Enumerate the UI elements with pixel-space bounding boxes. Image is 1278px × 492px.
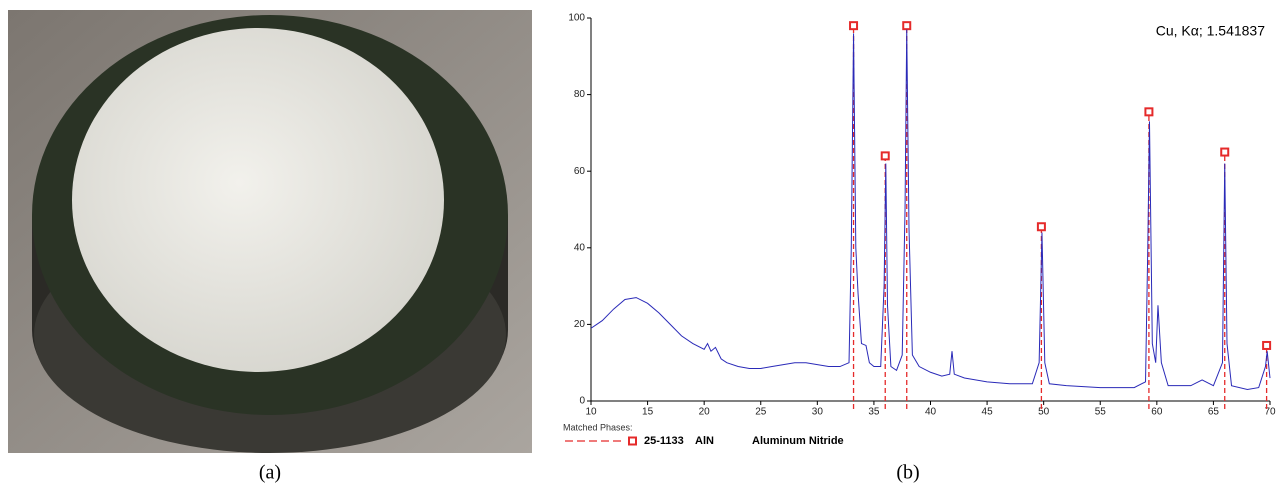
x-tick-label: 20 <box>699 407 711 418</box>
x-tick-label: 35 <box>868 407 880 418</box>
y-tick-label: 100 <box>568 13 585 24</box>
plot: 0 20 40 60 80 100 10 15 20 25 30 35 40 45 50 55 60 65 70 25… <box>565 13 1276 447</box>
reference-marker <box>880 151 890 161</box>
x-tick-label: 65 <box>1208 407 1220 418</box>
x-tick-label: 55 <box>1095 407 1107 418</box>
reference-marker <box>1262 340 1272 350</box>
x-tick-label: 15 <box>642 407 654 418</box>
x-tick-label: 30 <box>812 407 824 418</box>
y-tick-label: 60 <box>574 166 586 177</box>
x-tick-label: 60 <box>1151 407 1163 418</box>
reference-marker <box>1220 147 1230 157</box>
x-tick-label: 70 <box>1264 407 1276 418</box>
x-tick-label: 45 <box>982 407 994 418</box>
x-tick-label: 40 <box>925 407 937 418</box>
legend-title: Matched Phases: <box>563 422 633 432</box>
y-tick-label: 40 <box>574 242 586 253</box>
x-tick-label: 25 <box>755 407 767 418</box>
reference-marker <box>1144 107 1154 117</box>
pattern-line <box>590 29 1271 391</box>
annotation: Cu, Kα; 1.541837 <box>1156 23 1265 39</box>
reference-marker <box>1036 222 1046 232</box>
legend-name: Aluminum Nitride <box>752 435 844 447</box>
x-tick-label: 50 <box>1038 407 1050 418</box>
reference-marker <box>849 21 859 31</box>
reference-marker <box>902 21 912 31</box>
panel-label: (a) <box>259 462 281 484</box>
legend-code: 25-1133 <box>644 435 684 447</box>
legend-marker <box>628 436 637 446</box>
legend-formula: AlN <box>695 435 714 447</box>
panel-label: (b) <box>896 462 919 484</box>
y-tick-label: 20 <box>574 319 586 330</box>
y-tick-label: 80 <box>574 89 586 100</box>
y-tick-label: 0 <box>579 396 585 407</box>
x-tick-label: 10 <box>585 407 597 418</box>
photo <box>8 10 532 453</box>
